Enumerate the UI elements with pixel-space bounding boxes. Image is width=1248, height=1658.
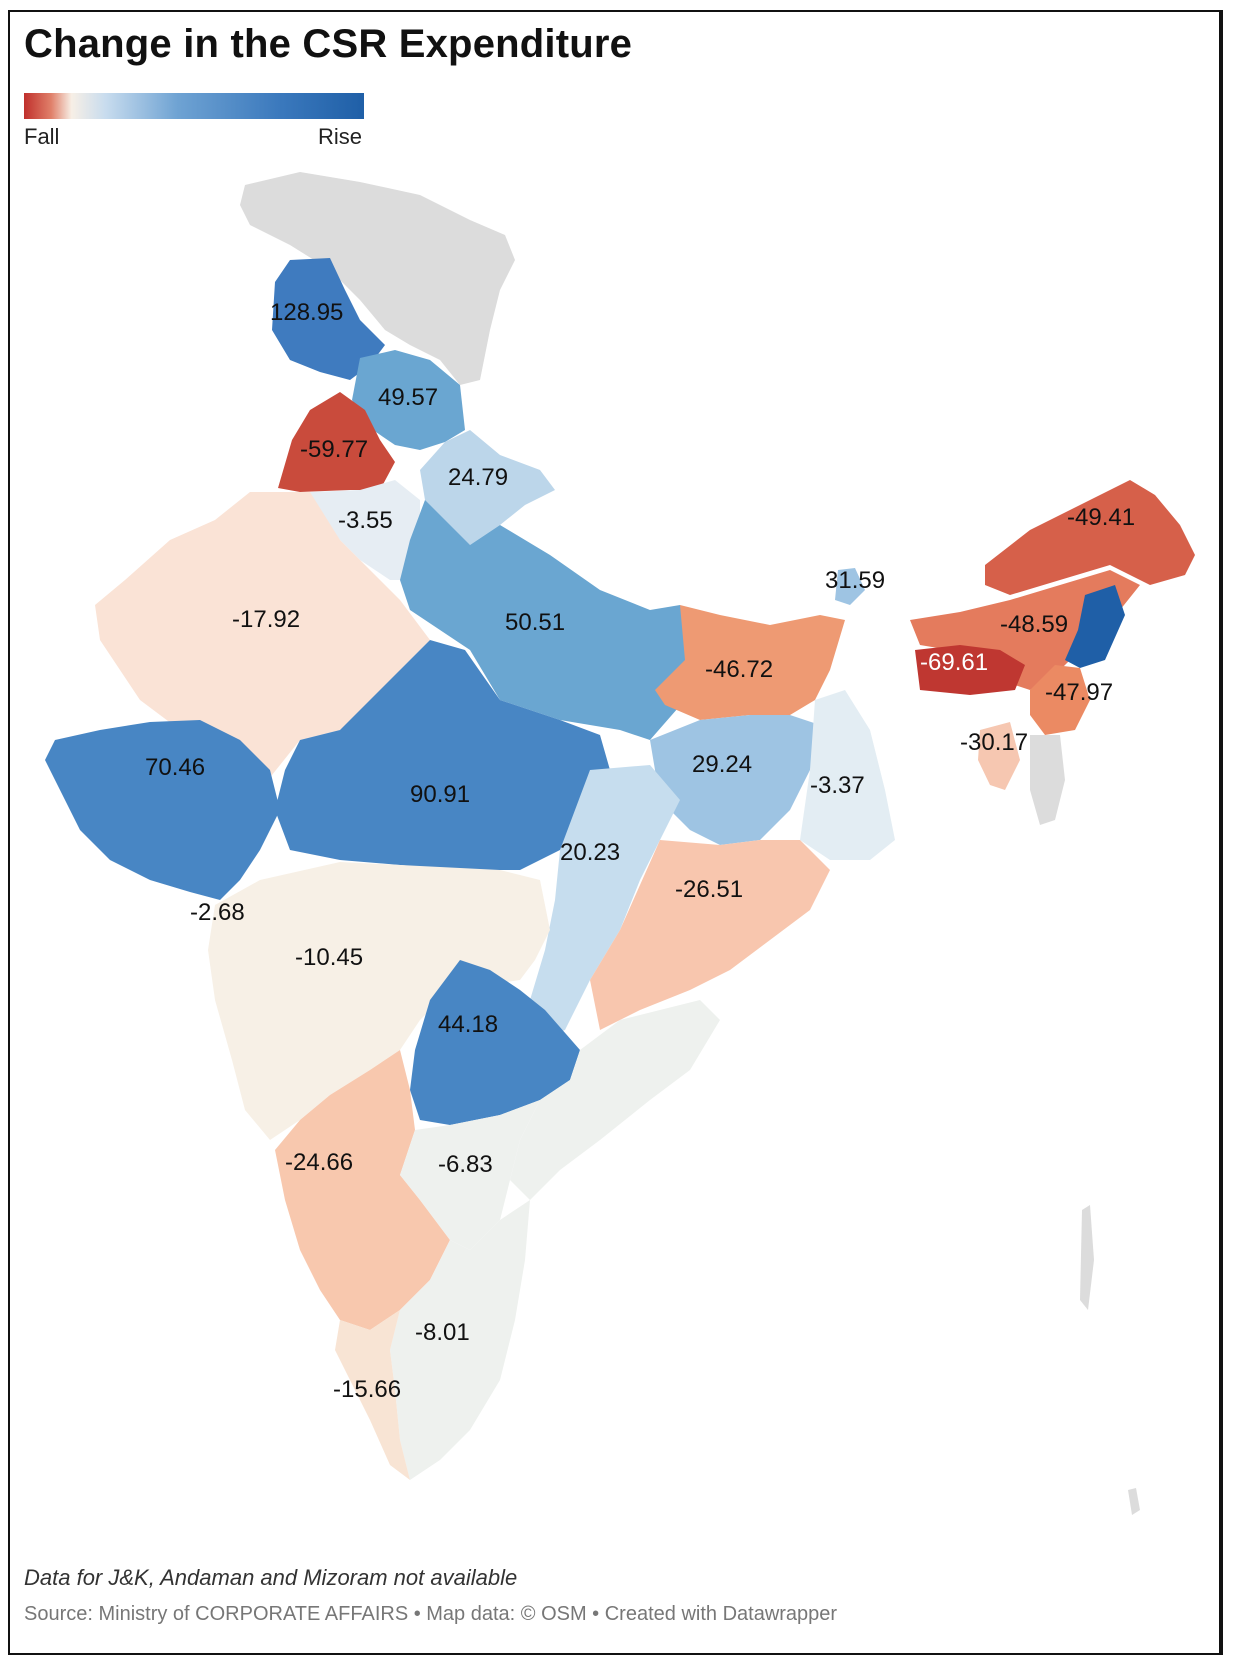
region-minus-10-45	[208, 862, 550, 1140]
region-minus-30-17	[978, 722, 1020, 790]
region-nagaland-rise	[1065, 585, 1125, 668]
region-24-79	[420, 430, 555, 545]
value-label: 44.18	[438, 1011, 498, 1038]
value-label: 49.57	[378, 384, 438, 411]
value-label: -6.83	[438, 1151, 493, 1178]
value-label: -69.61	[920, 649, 988, 676]
region-andaman-na	[1080, 1205, 1094, 1310]
color-legend-bar	[24, 93, 364, 119]
region-20-23	[530, 765, 680, 1040]
value-label: -15.66	[333, 1376, 401, 1403]
value-label: -10.45	[295, 944, 363, 971]
region-jammu-kashmir	[240, 172, 515, 385]
value-label: -49.41	[1067, 504, 1135, 531]
value-label: -48.59	[1000, 611, 1068, 638]
region-minus-59-77	[278, 392, 395, 492]
region-nicobar-na	[1128, 1488, 1140, 1515]
value-label: 70.46	[145, 754, 205, 781]
value-label: 31.59	[825, 567, 885, 594]
region-minus-17-92	[95, 492, 430, 790]
region-50-51	[400, 500, 700, 740]
region-90-91	[275, 640, 610, 870]
region-mizoram-na	[1030, 735, 1065, 825]
value-label: 128.95	[270, 299, 343, 326]
value-label: -30.17	[960, 729, 1028, 756]
region-minus-48-59	[910, 570, 1140, 690]
value-label: 50.51	[505, 609, 565, 636]
value-label: -3.37	[810, 772, 865, 799]
value-label: 90.91	[410, 781, 470, 808]
chart-title: Change in the CSR Expenditure	[24, 22, 633, 66]
legend-fall-label: Fall	[24, 124, 60, 149]
value-label: -47.97	[1045, 679, 1113, 706]
region-70-46	[45, 720, 280, 900]
region-minus-3-37	[800, 690, 895, 860]
value-label: -26.51	[675, 876, 743, 903]
region-minus-3-55	[310, 480, 420, 580]
availability-note: Data for J&K, Andaman and Mizoram not av…	[24, 1565, 518, 1590]
region-29-24	[650, 715, 820, 845]
value-label: -59.77	[300, 436, 368, 463]
value-label: 24.79	[448, 464, 508, 491]
value-label: 20.23	[560, 839, 620, 866]
value-label: -8.01	[415, 1319, 470, 1346]
region-minus-15-66	[335, 1310, 410, 1480]
value-label: -46.72	[705, 656, 773, 683]
value-label: -24.66	[285, 1149, 353, 1176]
region-minus-47-97	[1030, 665, 1090, 735]
region-minus-26-51	[590, 840, 830, 1030]
region-minus-8-01	[390, 1200, 530, 1480]
region-49-57	[352, 350, 465, 450]
region-31-59	[835, 568, 865, 605]
value-label: -3.55	[338, 507, 393, 534]
source-credit: Source: Ministry of CORPORATE AFFAIRS • …	[24, 1603, 838, 1625]
region-128-95	[272, 258, 385, 380]
region-minus-69-61	[915, 645, 1025, 695]
region-minus-6-83	[400, 1100, 540, 1250]
region-minus-49-41	[985, 480, 1195, 595]
region-minus-46-72	[655, 605, 845, 720]
region-minus-24-66	[275, 1050, 450, 1330]
legend-rise-label: Rise	[318, 124, 363, 149]
value-label: -17.92	[232, 606, 300, 633]
value-label: 29.24	[692, 751, 752, 778]
region-44-18	[410, 960, 580, 1125]
region-andhra	[510, 1000, 720, 1200]
value-label: -2.68	[190, 899, 245, 926]
